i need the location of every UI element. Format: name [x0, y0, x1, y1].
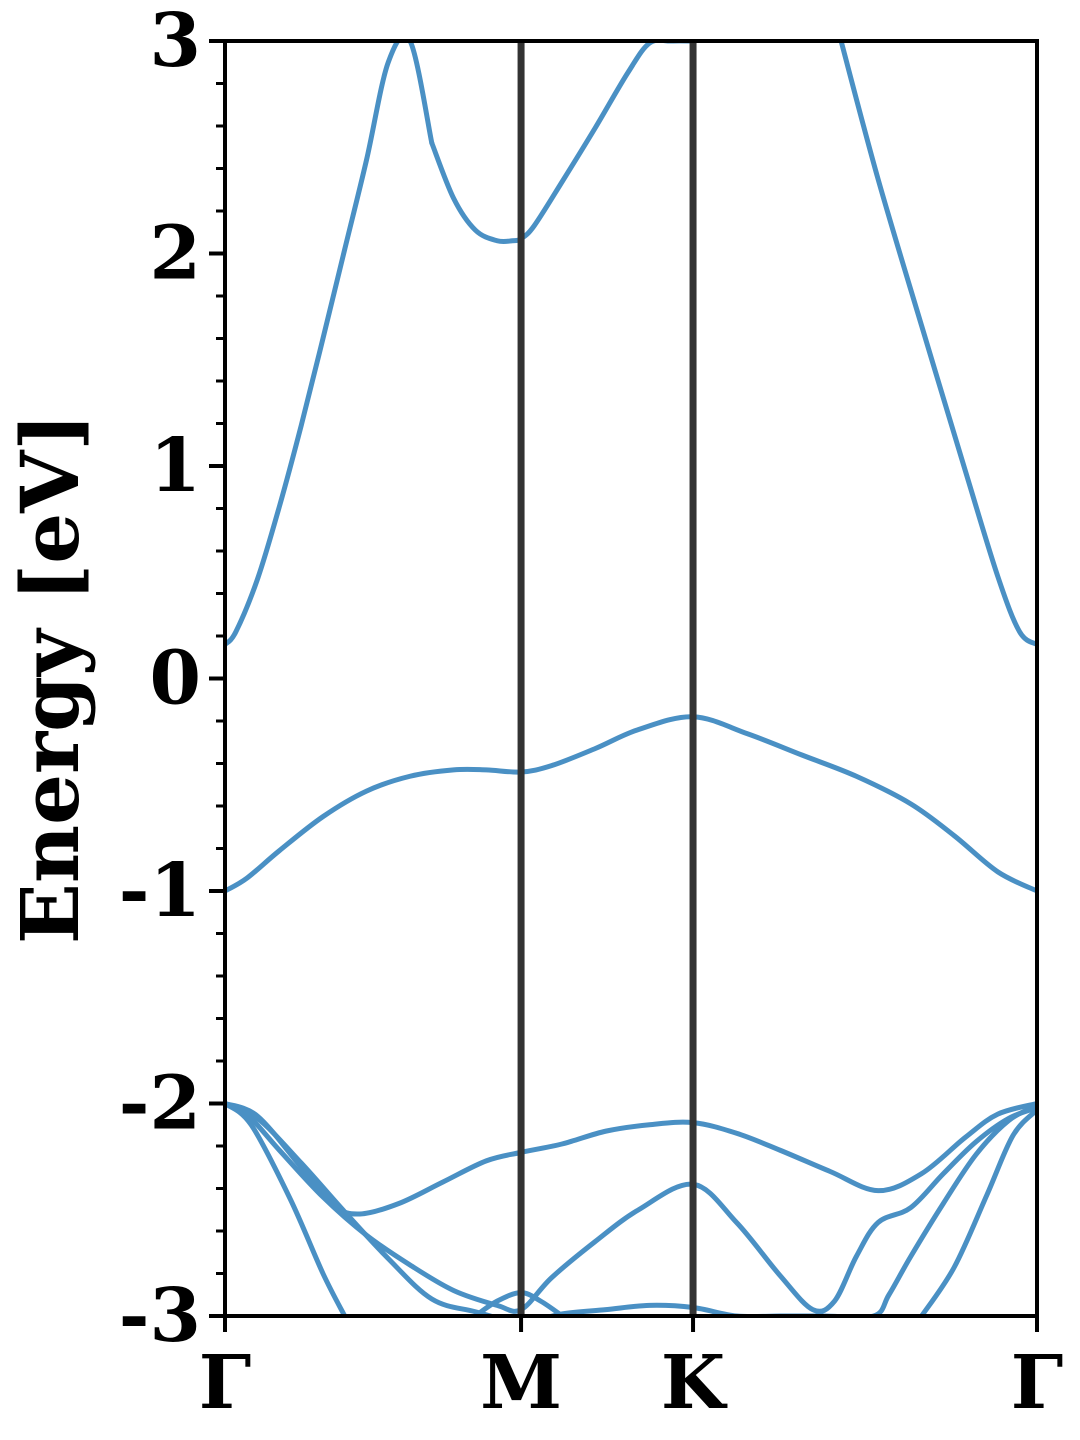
band-line-8: [225, 1101, 348, 1316]
y-tick-label: 2: [150, 211, 202, 297]
band-line-6: [225, 1101, 1037, 1217]
plot-frame: [223, 39, 1039, 1318]
band-line-1: [225, 41, 435, 647]
x-tick-label: M: [480, 1340, 562, 1426]
y-major-ticks: [209, 39, 1039, 1332]
band-lines: [225, 41, 1037, 1316]
y-tick-label: 0: [150, 636, 202, 722]
band-line-2: [429, 41, 696, 245]
x-tick-label: Γ: [199, 1340, 252, 1426]
high-symmetry-lines: [517, 41, 697, 1316]
band-line-7: [225, 1101, 1037, 1314]
x-tick-label: K: [661, 1340, 728, 1426]
y-tick-label: -1: [119, 848, 201, 934]
y-axis-label: Energy [eV]: [3, 413, 97, 944]
band-line-9: [919, 1107, 1037, 1316]
band-line-4: [225, 714, 1037, 894]
y-tick-label: -3: [119, 1273, 201, 1359]
x-tick-label: Γ: [1011, 1340, 1064, 1426]
band-line-3: [838, 41, 1037, 647]
y-tick-label: 1: [150, 423, 202, 509]
y-tick-label: 3: [150, 0, 202, 84]
y-tick-labels: -3 -2 -1 0 1 2 3: [119, 0, 201, 1359]
y-tick-label: -2: [119, 1061, 201, 1147]
